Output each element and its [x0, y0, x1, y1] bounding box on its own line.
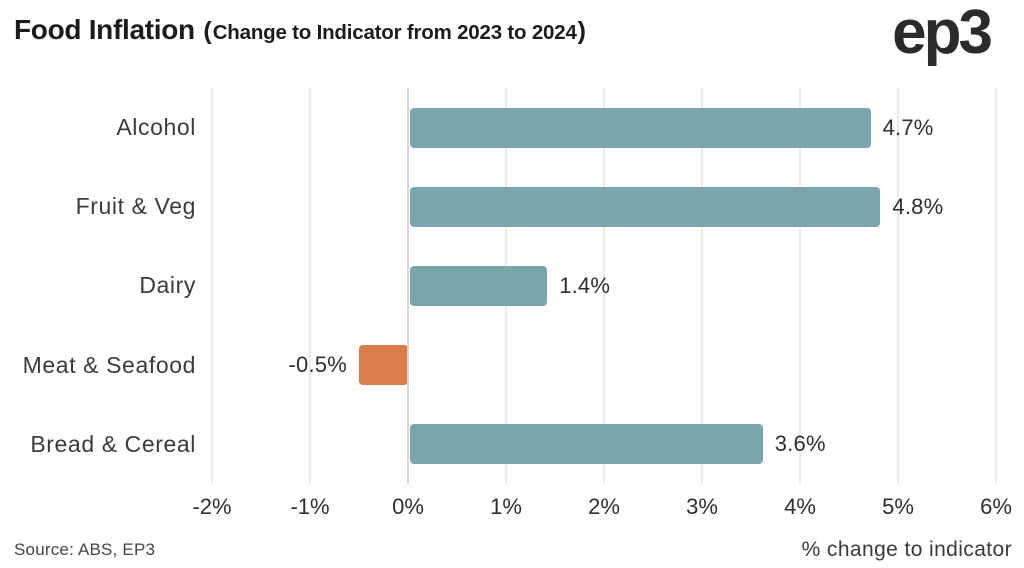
chart-title-main: Food Inflation	[14, 14, 195, 45]
bar-bread-cereal	[410, 424, 763, 465]
x-tick-label: 4%	[784, 494, 816, 519]
bar-value-label: -0.5%	[288, 352, 347, 378]
bar-value-label: 4.8%	[892, 193, 944, 219]
gridline	[897, 88, 899, 484]
category-axis: Alcohol Fruit & Veg Dairy Meat & Seafood Bre…	[0, 88, 196, 484]
category-label: Meat & Seafood	[22, 351, 196, 378]
zero-gridline	[407, 88, 409, 484]
chart-title-paren-close: )	[577, 17, 586, 45]
x-tick-label: -2%	[192, 494, 232, 519]
chart-title-paren-open: (	[203, 17, 212, 45]
bar-value-label: 1.4%	[559, 273, 611, 298]
x-tick-label: 0%	[392, 494, 424, 519]
x-tick-label: 1%	[490, 494, 522, 519]
gridline	[309, 88, 311, 484]
gridline	[799, 88, 801, 484]
bar-fruit-veg	[410, 186, 881, 227]
x-tick-label: 5%	[882, 494, 914, 519]
category-label: Bread & Cereal	[30, 430, 196, 457]
bar-value-label: 3.6%	[774, 431, 826, 457]
bar-meat-seafood	[359, 345, 408, 386]
gridline	[603, 88, 605, 484]
category-label: Fruit & Veg	[75, 193, 196, 220]
plot-area: 4.7% 4.8% 1.4% -0.5% 3.6%	[211, 88, 997, 484]
x-axis-title: % change to indicator	[801, 538, 1012, 561]
x-tick-label: -1%	[290, 494, 330, 519]
category-label: Dairy	[139, 272, 196, 299]
x-tick-label: 2%	[588, 494, 620, 519]
chart-title: Food Inflation ( Change to Indicator fro…	[14, 14, 587, 46]
bar-dairy	[410, 266, 548, 306]
gridline	[995, 88, 997, 484]
x-tick-label: 3%	[686, 494, 718, 519]
x-axis-ticks: -2% -1% 0% 1% 2% 3% 4% 5% 6%	[192, 494, 1011, 524]
bar-value-label: 4.7%	[882, 114, 934, 140]
chart-title-subtitle: Change to Indicator from 2023 to 2024	[212, 21, 577, 44]
bar-alcohol	[410, 107, 871, 148]
x-tick-label: 6%	[980, 494, 1012, 519]
gridline	[701, 88, 703, 484]
gridline	[211, 88, 213, 484]
ep3-logo: ep3	[892, 0, 993, 67]
source-note: Source: ABS, EP3	[14, 540, 156, 559]
category-label: Alcohol	[116, 114, 196, 141]
